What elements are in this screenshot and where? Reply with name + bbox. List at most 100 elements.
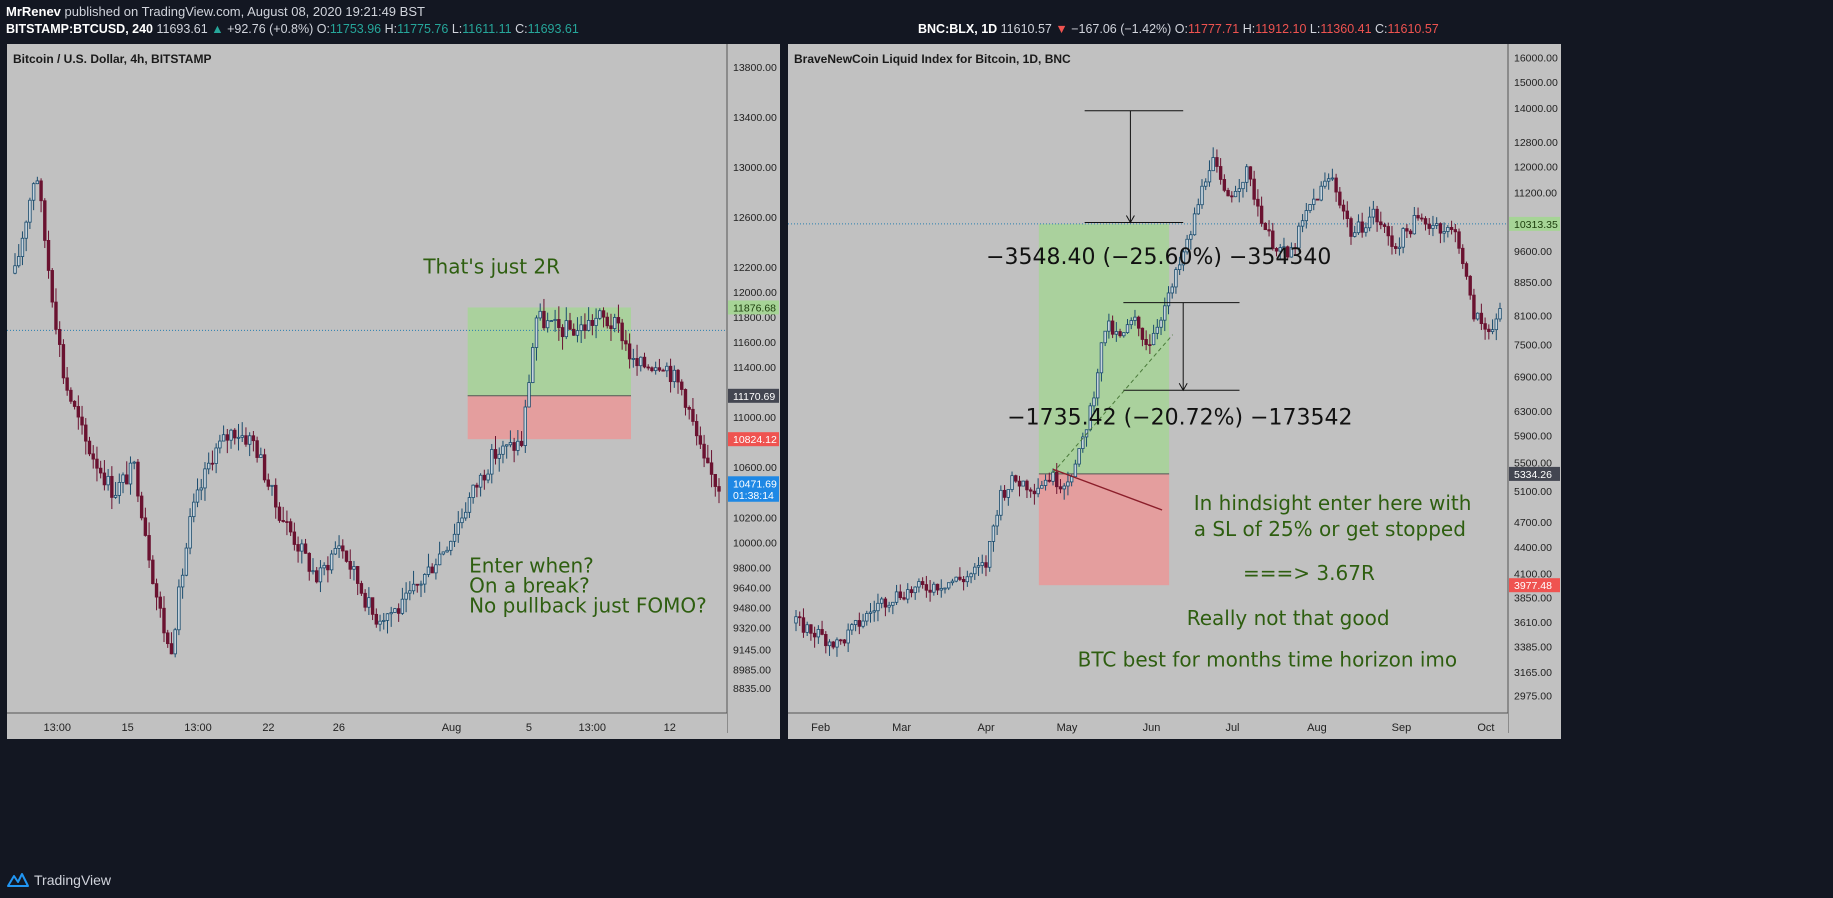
price-badge-label: 10471.69 bbox=[733, 478, 777, 490]
candle-body bbox=[13, 265, 17, 274]
candle-body bbox=[206, 462, 211, 470]
candle-body bbox=[154, 583, 159, 598]
price-badge-label: 10824.12 bbox=[733, 434, 777, 446]
x-tick-label: Mar bbox=[892, 722, 911, 734]
candle-body bbox=[259, 454, 263, 458]
y-tick-label: 7500.00 bbox=[1514, 340, 1552, 352]
chart-pane-left: Bitcoin / U.S. Dollar, 4h, BITSTAMP 13800… bbox=[7, 44, 780, 739]
right-symbol[interactable]: BNC:BLX, 1D bbox=[918, 22, 998, 36]
candle-body bbox=[1256, 198, 1260, 207]
candle-body bbox=[531, 347, 535, 383]
down-trend-line bbox=[1052, 468, 1163, 511]
candle-body bbox=[1181, 251, 1186, 266]
candle-body bbox=[192, 501, 196, 518]
candle-body bbox=[1494, 318, 1498, 331]
candle-body bbox=[1475, 312, 1480, 320]
annotation-text: Really not that good bbox=[1187, 606, 1390, 630]
right-h-label: H: bbox=[1242, 22, 1256, 36]
candle-body bbox=[523, 406, 528, 446]
candle-body bbox=[816, 629, 821, 638]
candle-body bbox=[549, 320, 554, 322]
candle-body bbox=[898, 591, 902, 599]
candle-body bbox=[151, 559, 155, 585]
candle-body bbox=[557, 319, 561, 328]
candle-body bbox=[460, 517, 464, 524]
candle-body bbox=[1189, 234, 1193, 240]
candle-body bbox=[694, 421, 699, 437]
candle-body bbox=[464, 511, 468, 519]
candle-body bbox=[1412, 215, 1417, 235]
candle-body bbox=[303, 543, 308, 554]
x-tick-label: Oct bbox=[1477, 722, 1494, 734]
x-tick-label: 26 bbox=[333, 722, 345, 734]
candle-body bbox=[1010, 475, 1014, 490]
candle-body bbox=[139, 495, 144, 519]
candle-body bbox=[687, 407, 691, 410]
candle-body bbox=[1133, 316, 1137, 321]
y-tick-label: 3165.00 bbox=[1514, 667, 1552, 679]
annotation-text: Enter when? bbox=[469, 553, 594, 577]
candle-body bbox=[657, 367, 662, 371]
footer-brand[interactable]: TradingView bbox=[34, 872, 112, 888]
left-symbol[interactable]: BITSTAMP:BTCUSD, 240 bbox=[6, 22, 154, 36]
time-axis bbox=[7, 713, 727, 739]
candle-body bbox=[270, 484, 274, 487]
price-badge-label: 11876.68 bbox=[733, 302, 776, 314]
candle-body bbox=[1103, 330, 1107, 344]
candle-body bbox=[121, 474, 125, 483]
x-tick-label: 15 bbox=[122, 722, 134, 734]
candle-body bbox=[1423, 218, 1428, 225]
x-tick-label: Sep bbox=[1392, 722, 1412, 734]
right-c-label: C: bbox=[1375, 22, 1388, 36]
charts-canvas[interactable]: Bitcoin / U.S. Dollar, 4h, BITSTAMP 13800… bbox=[0, 44, 1833, 864]
candle-body bbox=[973, 566, 977, 575]
candle-body bbox=[128, 462, 133, 485]
left-open: 11753.96 bbox=[329, 22, 382, 36]
candle-body bbox=[374, 613, 379, 625]
candle-body bbox=[214, 447, 218, 464]
y-tick-label: 3850.00 bbox=[1514, 593, 1552, 605]
candle-body bbox=[1405, 228, 1409, 232]
candle-body bbox=[706, 457, 710, 464]
candle-body bbox=[426, 566, 431, 575]
candle-body bbox=[519, 440, 524, 446]
x-tick-label: Jul bbox=[1225, 722, 1239, 734]
candle-body bbox=[1122, 332, 1126, 337]
candle-body bbox=[879, 598, 884, 604]
price-badge bbox=[728, 388, 779, 403]
publisher-name[interactable]: MrRenev bbox=[6, 4, 61, 19]
candle-body bbox=[545, 320, 550, 329]
candle-body bbox=[411, 583, 416, 592]
candle-body bbox=[370, 597, 375, 615]
candle-body bbox=[255, 440, 259, 458]
candle-body bbox=[1297, 225, 1301, 249]
candle-body bbox=[616, 317, 621, 324]
candle-body bbox=[594, 317, 598, 326]
candle-body bbox=[1058, 486, 1063, 490]
candle-body bbox=[1066, 481, 1070, 487]
annotation-text: No pullback just FOMO? bbox=[469, 593, 707, 617]
candle-body bbox=[415, 583, 419, 586]
candle-body bbox=[683, 389, 688, 408]
candle-body bbox=[482, 474, 487, 481]
candle-body bbox=[504, 444, 509, 447]
candle-body bbox=[1330, 177, 1335, 180]
candle-body bbox=[1379, 221, 1383, 226]
candle-body bbox=[117, 482, 121, 496]
x-tick-label: 13:00 bbox=[43, 722, 71, 734]
y-tick-label: 8100.00 bbox=[1514, 310, 1552, 322]
candle-body bbox=[1151, 332, 1156, 346]
candle-body bbox=[1211, 157, 1215, 172]
tradingview-logo-icon[interactable] bbox=[6, 870, 30, 890]
candle-body bbox=[534, 317, 539, 348]
candle-body bbox=[1259, 205, 1264, 224]
candle-body bbox=[553, 319, 557, 321]
candle-body bbox=[43, 200, 47, 241]
candle-body bbox=[1386, 226, 1390, 237]
candle-body bbox=[247, 435, 252, 445]
candle-body bbox=[341, 545, 345, 552]
right-close: 11610.57 bbox=[1387, 22, 1439, 36]
candle-body bbox=[158, 596, 162, 609]
candle-body bbox=[1125, 324, 1130, 334]
candle-body bbox=[609, 325, 613, 329]
